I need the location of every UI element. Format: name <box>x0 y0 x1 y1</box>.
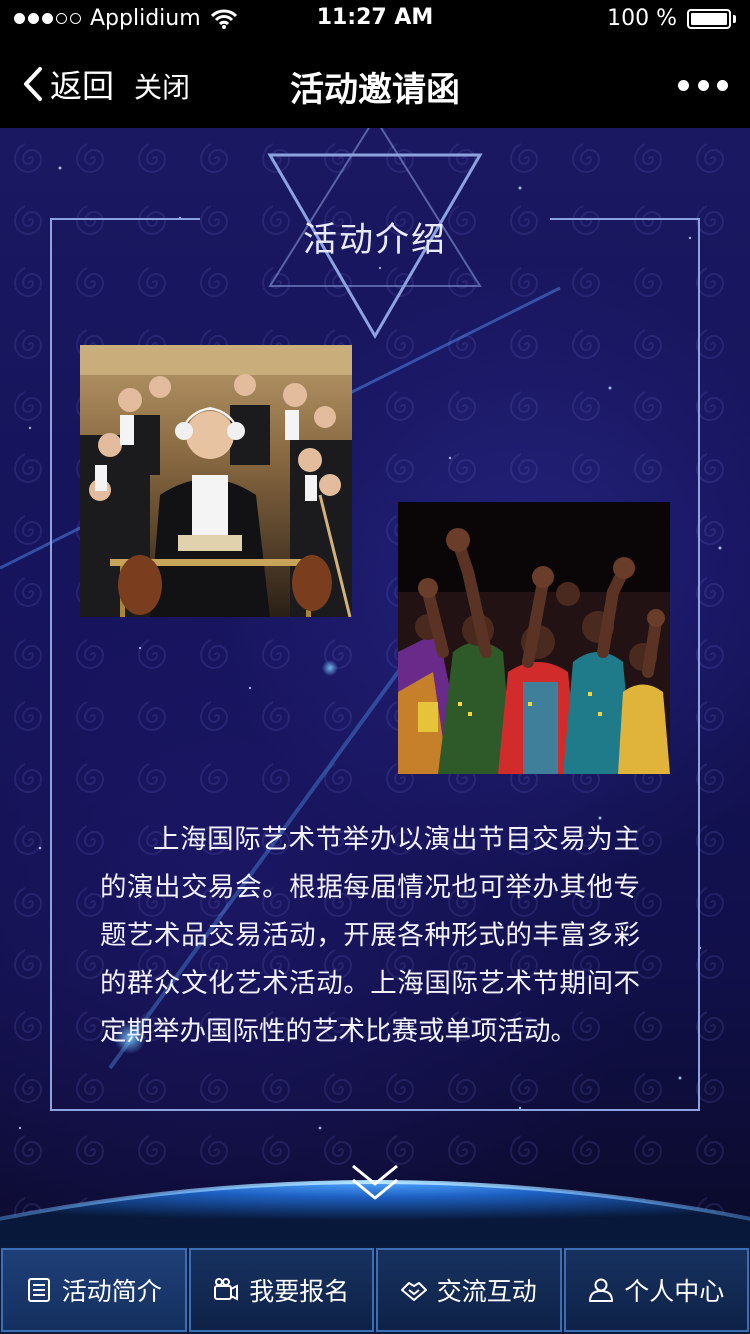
close-button[interactable]: 关闭 <box>134 71 191 104</box>
main-content: 活动介绍 <box>0 128 750 1246</box>
tab-personal-center[interactable]: 个人中心 <box>563 1248 749 1332</box>
tab-label: 我要报名 <box>249 1277 350 1306</box>
tab-interaction[interactable]: 交流互动 <box>376 1248 562 1332</box>
scroll-down-icon[interactable] <box>350 1162 400 1204</box>
battery-icon <box>687 8 731 29</box>
battery-percent: 100 % <box>607 6 677 31</box>
orchestra-conductor-photo <box>80 345 352 617</box>
more-icon[interactable] <box>678 70 728 100</box>
status-left: Applidium <box>14 6 237 31</box>
chevron-left-icon <box>24 67 42 101</box>
wifi-icon <box>210 9 237 29</box>
status-bar: Applidium 11:27 AM 100 % <box>0 0 750 40</box>
nav-bar: 返回 关闭 活动邀请函 <box>0 40 750 128</box>
back-button[interactable]: 返回 <box>20 60 114 108</box>
signal-dot-icon <box>42 13 53 24</box>
signal-dot-icon <box>28 13 39 24</box>
list-icon <box>27 1278 50 1302</box>
tab-activity-intro[interactable]: 活动简介 <box>1 1248 187 1332</box>
planet-horizon <box>0 1180 750 1246</box>
signal-dot-icon <box>70 13 81 24</box>
signal-dot-icon <box>14 13 25 24</box>
carrier-name: Applidium <box>90 6 201 31</box>
signal-dot-icon <box>56 13 67 24</box>
choir-performance-photo <box>398 502 670 774</box>
section-title: 活动介绍 <box>303 220 447 260</box>
battery-cap <box>733 14 736 23</box>
tab-label: 活动简介 <box>61 1277 162 1306</box>
content-frame <box>50 128 700 1111</box>
back-label: 返回 <box>50 67 115 105</box>
status-right: 100 % <box>607 6 736 31</box>
tab-register[interactable]: 我要报名 <box>188 1248 374 1332</box>
status-time: 11:27 AM <box>316 5 434 30</box>
tab-label: 个人中心 <box>624 1277 725 1306</box>
camera-icon <box>214 1278 239 1301</box>
page-title: 活动邀请函 <box>290 70 460 110</box>
intro-paragraph: 上海国际艺术节举办以演出节目交易为主的演出交易会。根据每届情况也可举办其他专题艺… <box>100 824 640 1047</box>
tab-bar: 活动简介 我要报名 交流互动 个人中心 <box>0 1246 750 1334</box>
tab-label: 交流互动 <box>436 1277 537 1306</box>
handshake-icon <box>400 1282 427 1301</box>
user-icon <box>589 1278 614 1302</box>
